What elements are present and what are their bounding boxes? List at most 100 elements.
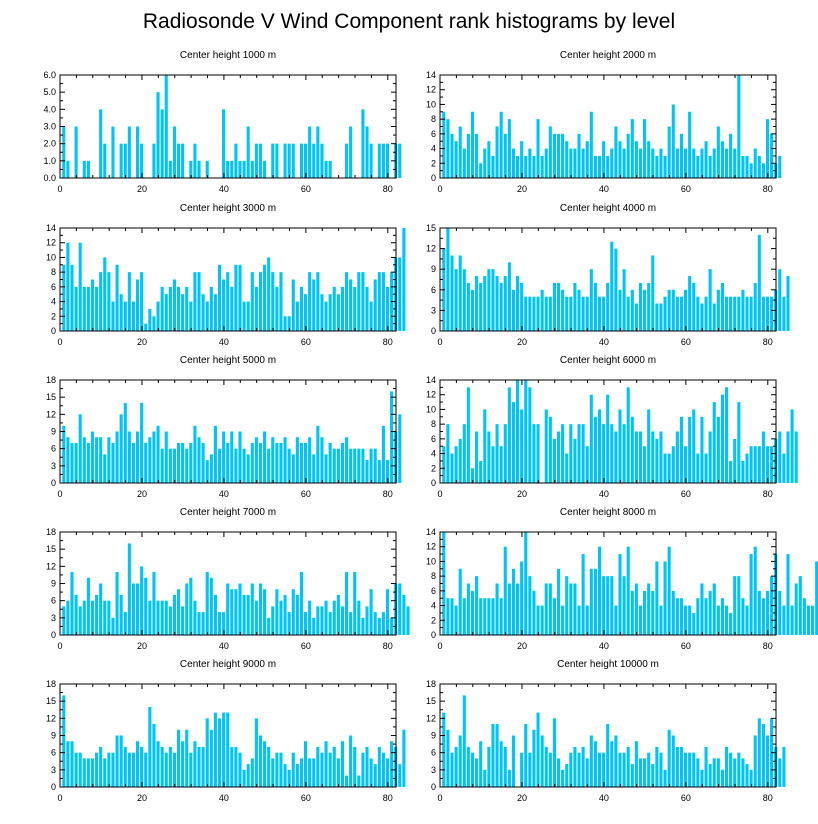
y-tick-label: 0 [431,630,436,640]
histogram-bar [442,532,446,635]
histogram-bar [446,598,450,635]
histogram-bar [688,276,692,331]
histogram-bar [336,294,340,331]
histogram-bar [312,758,316,787]
x-tick-label: 80 [383,489,393,499]
histogram-bar [267,617,271,635]
histogram-bar [250,272,254,331]
histogram-bar [581,296,585,331]
x-tick-label: 0 [437,489,442,499]
histogram-bar [704,453,708,483]
histogram-bar [181,606,185,635]
histogram-bar [136,126,140,178]
x-tick-label: 60 [301,793,311,803]
histogram-bar [197,272,201,331]
histogram-bar [806,605,811,635]
panel-title: Center height 9000 m [180,659,276,670]
histogram-bar [205,160,209,178]
histogram-bar [495,276,499,331]
histogram-bar [565,296,569,331]
x-tick-label: 20 [517,641,527,651]
histogram-bar [242,301,246,331]
histogram-bar [316,606,320,635]
histogram-bar [602,296,606,331]
histogram-bar [357,448,361,483]
histogram-bar [483,276,487,331]
histogram-bar [201,612,205,635]
histogram-bar [606,155,610,178]
histogram-bar [361,752,365,787]
histogram-bar [688,111,692,178]
histogram-bar [671,735,675,787]
histogram-bar [700,303,704,331]
histogram-bar [618,752,622,787]
histogram-bar [95,752,99,787]
histogram-bar [390,617,394,635]
x-tick-label: 60 [301,337,311,347]
histogram-bar [62,695,66,787]
histogram-bar [291,752,295,787]
histogram-bar [602,424,606,483]
histogram-bar [585,605,589,635]
histogram-bar [140,566,144,635]
histogram-bar [446,729,450,787]
panel-title: Center height 7000 m [180,507,276,518]
histogram-bar [299,442,304,483]
y-tick-label: 12 [46,238,56,248]
y-tick-label: 15 [426,696,436,706]
histogram-bar [540,155,544,178]
histogram-bar [258,583,263,635]
histogram-bar [381,143,385,178]
histogram-bar [111,752,115,787]
histogram-bar [782,605,786,635]
histogram-bar [479,460,483,483]
y-tick-label: 8 [431,571,436,581]
histogram-bar [491,598,495,635]
histogram-bar [700,769,704,787]
histogram-bar [230,160,234,178]
histogram-bar [152,316,156,331]
histogram-bar [99,272,103,331]
histogram-bar [712,303,716,331]
histogram-bar [365,126,369,178]
y-tick-label: 0 [51,326,56,336]
histogram-bar [324,741,328,787]
histogram-bar [684,752,688,787]
histogram-bar [622,269,626,331]
histogram-bar [99,437,103,483]
histogram-bar [164,752,168,787]
histogram-bar [144,577,148,635]
histogram-bar [275,286,279,331]
panel-title: Center height 1000 m [180,50,276,61]
histogram-bar [312,454,316,483]
y-tick-label: 9 [51,427,56,437]
histogram-bar [131,752,136,787]
histogram-bar [66,437,70,483]
histogram-bar [193,272,197,331]
histogram-bar [86,577,90,635]
histogram-bar [406,606,410,635]
histogram-bar [569,424,573,483]
y-tick-label: 14 [46,223,56,233]
histogram-bar [741,758,745,787]
histogram-bar [712,402,716,483]
histogram-bar [115,735,119,787]
histogram-bar [638,282,643,331]
histogram-bar [503,276,507,331]
histogram-panel: Center height 7000 m 0 20 40 60 80 0 3 6 9 12 15 18 [46,507,410,651]
y-tick-label: 12 [46,409,56,419]
y-tick-label: 12 [426,85,436,95]
histogram-bar [304,143,308,178]
histogram-bar [544,746,548,787]
histogram-bar [663,453,667,483]
histogram-bar [597,296,602,331]
histogram-bar [495,126,499,178]
histogram-bar [267,448,271,483]
histogram-bar [213,294,217,331]
histogram-bar [197,746,201,787]
y-tick-label: 9 [51,579,56,589]
histogram-bar [226,272,230,331]
histogram-bar [704,296,708,331]
histogram-bar [271,758,275,787]
histogram-bar [753,546,757,635]
